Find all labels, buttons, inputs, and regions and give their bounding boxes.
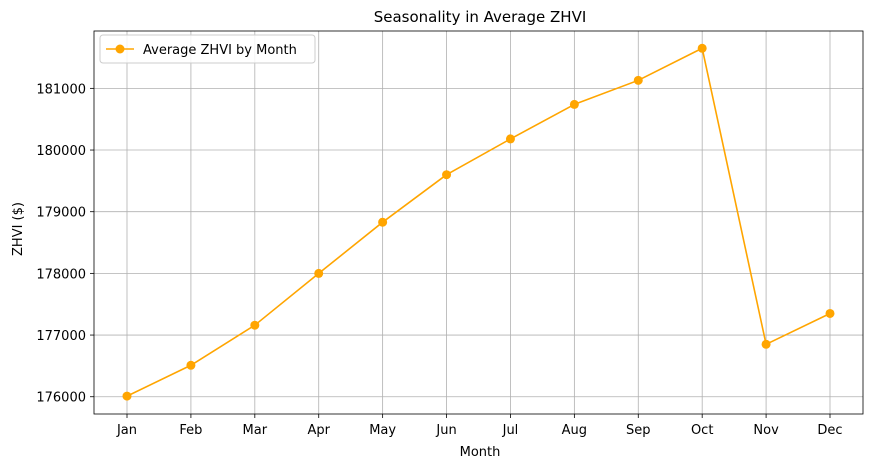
gridlines bbox=[94, 31, 863, 414]
data-point bbox=[761, 339, 771, 349]
chart-title: Seasonality in Average ZHVI bbox=[374, 8, 587, 26]
series-line bbox=[126, 47, 831, 397]
data-point bbox=[314, 268, 324, 278]
legend-marker-swatch bbox=[115, 44, 125, 54]
y-tick-label: 176000 bbox=[36, 391, 86, 406]
data-point bbox=[633, 75, 643, 85]
plot-frame bbox=[93, 30, 864, 415]
x-tick-label: Jun bbox=[435, 423, 456, 438]
x-tick-label: May bbox=[369, 423, 396, 438]
labels: Seasonality in Average ZHVI Month ZHVI (… bbox=[11, 8, 586, 460]
data-point bbox=[569, 99, 579, 109]
x-tick-label: Mar bbox=[243, 423, 268, 438]
x-axis-label: Month bbox=[460, 445, 501, 460]
y-tick-label: 180000 bbox=[36, 144, 86, 159]
series-layer bbox=[122, 43, 835, 401]
y-axis-label: ZHVI ($) bbox=[11, 202, 26, 256]
data-point bbox=[378, 217, 388, 227]
data-point bbox=[122, 391, 132, 401]
x-tick-label: Aug bbox=[562, 423, 587, 438]
data-point bbox=[505, 134, 515, 144]
x-tick-label: Feb bbox=[179, 423, 202, 438]
x-tick-label: Sep bbox=[626, 423, 651, 438]
y-tick-label: 178000 bbox=[36, 267, 86, 282]
x-tick-label: Dec bbox=[817, 423, 842, 438]
x-tick-label: Jan bbox=[116, 423, 137, 438]
data-point bbox=[697, 43, 707, 53]
y-tick-label: 181000 bbox=[36, 82, 86, 97]
y-tick-label: 179000 bbox=[36, 206, 86, 221]
legend-box bbox=[99, 34, 316, 64]
x-tick-label: Oct bbox=[691, 423, 713, 438]
data-point bbox=[442, 170, 452, 180]
legend: Average ZHVI by Month bbox=[99, 34, 316, 64]
data-point bbox=[825, 308, 835, 318]
y-tick-label: 177000 bbox=[36, 329, 86, 344]
axes: Jan Feb Mar Apr May Jun Jul Aug Sep Oct Nov Dec 1760… bbox=[36, 30, 864, 438]
data-point bbox=[250, 320, 260, 330]
x-tick-label: Apr bbox=[307, 423, 330, 438]
x-tick-label: Jul bbox=[502, 423, 519, 438]
data-point bbox=[186, 360, 196, 370]
x-tick-label: Nov bbox=[753, 423, 779, 438]
legend-entry-label: Average ZHVI by Month bbox=[143, 43, 297, 58]
